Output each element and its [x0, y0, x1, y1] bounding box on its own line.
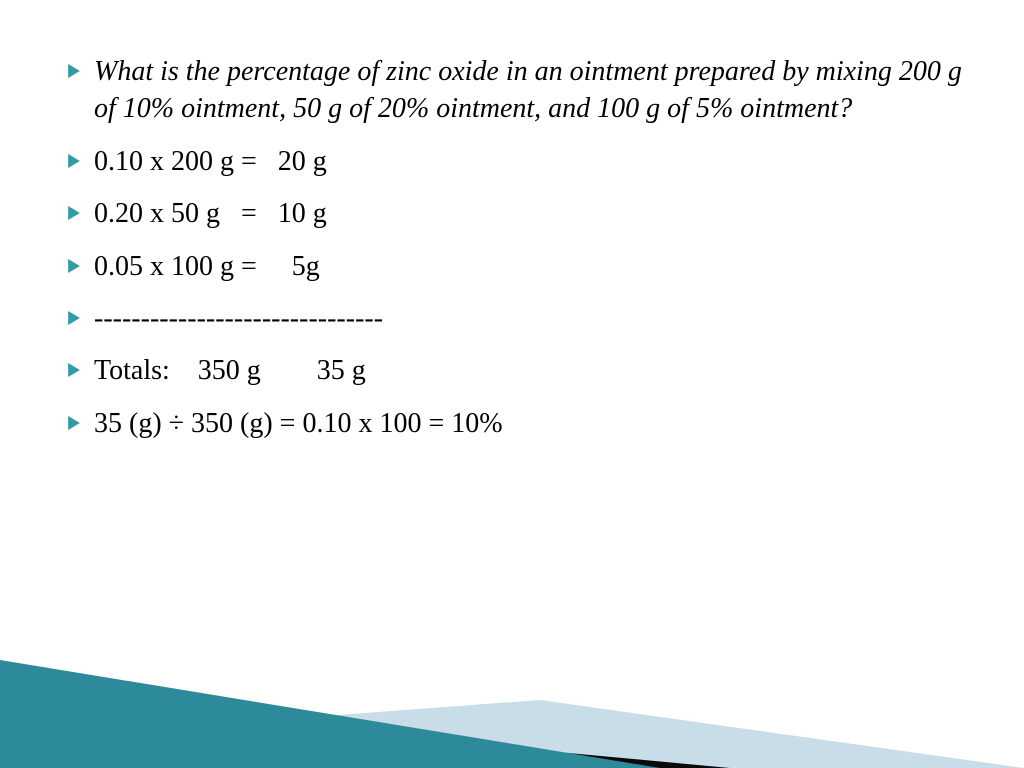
calc-bullet: 0.10 x 200 g = 20 g [68, 144, 964, 180]
bullet-triangle-icon [68, 64, 80, 78]
bullet-icon [68, 64, 80, 83]
bullet-triangle-icon [68, 259, 80, 273]
calc-text: 0.10 x 200 g = 20 g [94, 144, 327, 180]
decorative-triangles [0, 568, 1024, 768]
slide-content: What is the percentage of zinc oxide in … [68, 54, 964, 458]
bullet-icon [68, 416, 80, 435]
calc-text: 0.05 x 100 g = 5g [94, 249, 320, 285]
calc-bullet: ------------------------------- [68, 301, 964, 337]
calc-bullet: 35 (g) ÷ 350 (g) = 0.10 x 100 = 10% [68, 406, 964, 442]
calc-text: Totals: 350 g 35 g [94, 353, 366, 389]
bullet-triangle-icon [68, 416, 80, 430]
triangle-light [0, 700, 1024, 768]
bullet-icon [68, 311, 80, 330]
bullet-triangle-icon [68, 154, 80, 168]
bullet-icon [68, 206, 80, 225]
question-bullet: What is the percentage of zinc oxide in … [68, 54, 964, 128]
bullet-icon [68, 363, 80, 382]
bullet-icon [68, 259, 80, 278]
slide: What is the percentage of zinc oxide in … [0, 0, 1024, 768]
triangle-mid [0, 660, 660, 768]
bullet-icon [68, 154, 80, 173]
question-text: What is the percentage of zinc oxide in … [94, 54, 964, 128]
calc-bullet: 0.05 x 100 g = 5g [68, 249, 964, 285]
bullet-triangle-icon [68, 206, 80, 220]
bullet-triangle-icon [68, 311, 80, 325]
calc-text: 35 (g) ÷ 350 (g) = 0.10 x 100 = 10% [94, 406, 503, 442]
triangle-dark [0, 700, 730, 768]
calc-text: 0.20 x 50 g = 10 g [94, 196, 327, 232]
bullet-triangle-icon [68, 363, 80, 377]
calc-bullet: Totals: 350 g 35 g [68, 353, 964, 389]
calc-text: ------------------------------- [94, 301, 383, 337]
calc-bullet: 0.20 x 50 g = 10 g [68, 196, 964, 232]
